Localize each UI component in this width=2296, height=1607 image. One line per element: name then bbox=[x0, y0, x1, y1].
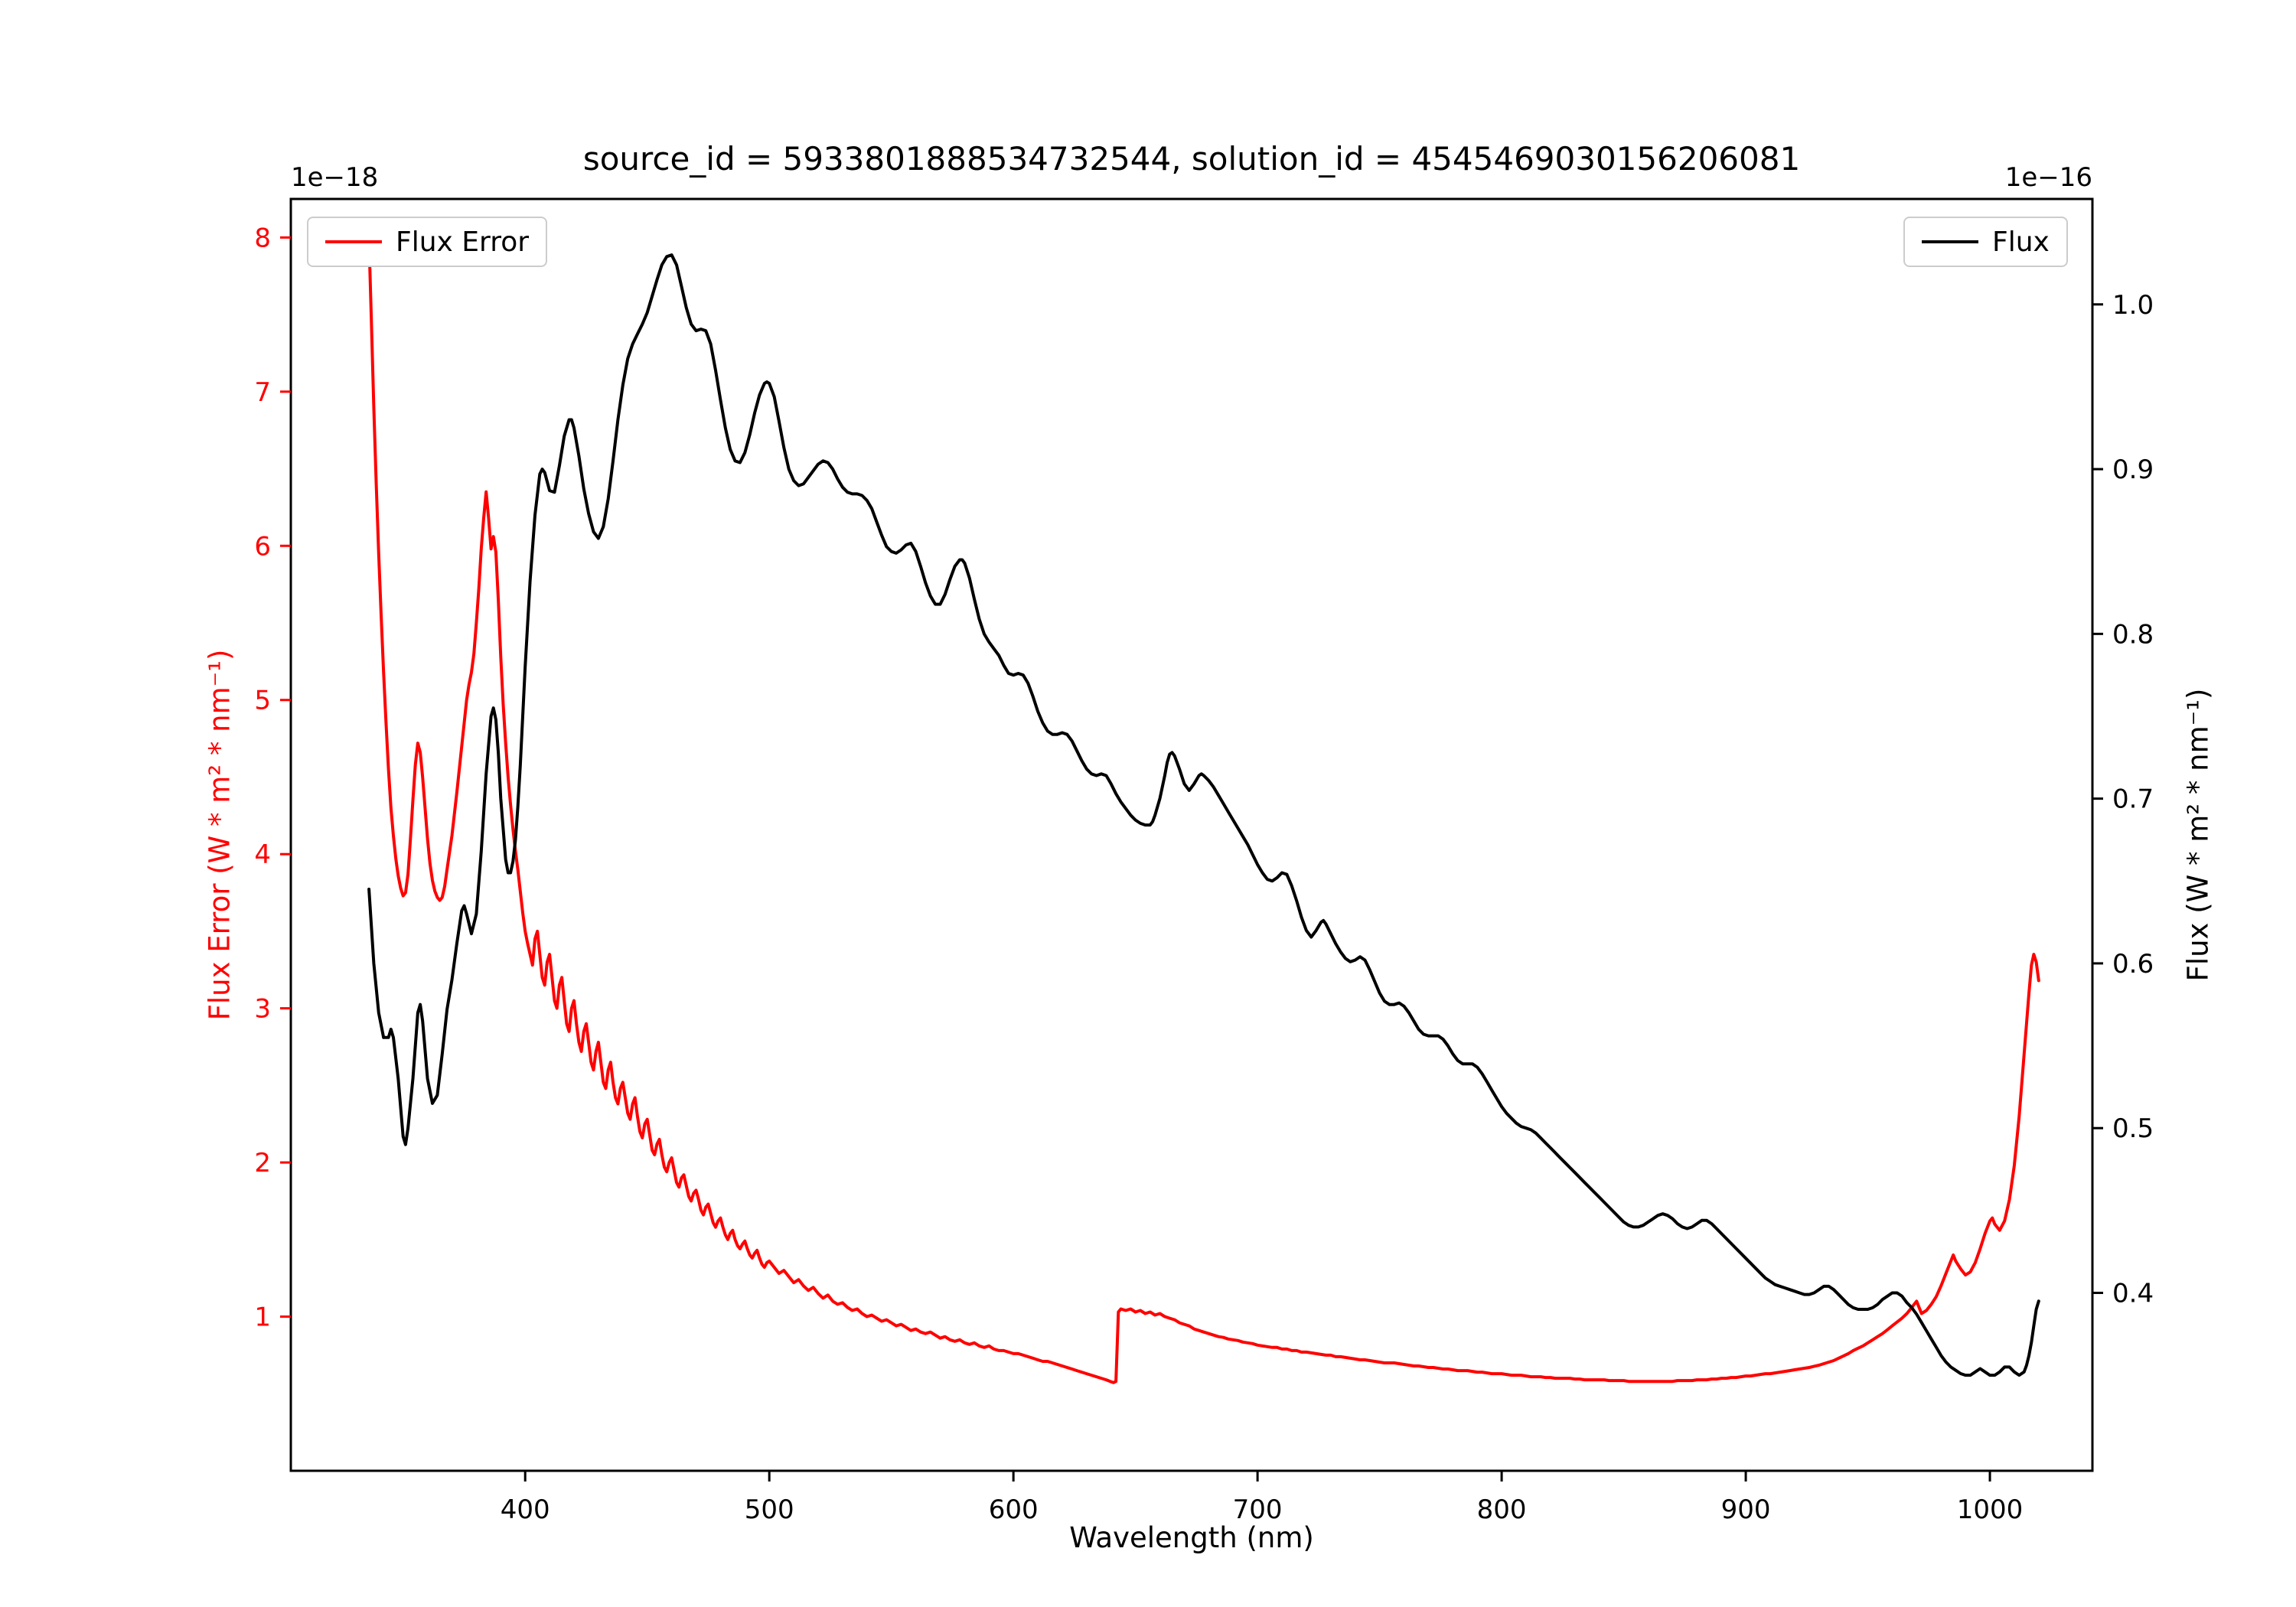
right-y-tick-label: 0.5 bbox=[2112, 1113, 2154, 1144]
legend-flux: Flux bbox=[1903, 217, 2068, 267]
right-y-tick-label: 0.7 bbox=[2112, 784, 2154, 815]
x-tick-label: 700 bbox=[1233, 1495, 1283, 1525]
left-axis-offset-text: 1e−18 bbox=[291, 162, 379, 193]
legend-flux-error-label: Flux Error bbox=[396, 226, 530, 258]
curves-layer bbox=[367, 236, 2040, 1384]
left-y-tick-label: 7 bbox=[254, 377, 271, 408]
flux-error-line-sample bbox=[325, 240, 382, 243]
x-tick-label: 900 bbox=[1721, 1495, 1771, 1525]
left-y-tick-label: 5 bbox=[254, 686, 271, 716]
right-y-tick-label: 0.6 bbox=[2112, 949, 2154, 980]
left-y-tick-label: 2 bbox=[254, 1148, 271, 1178]
axes-spines bbox=[289, 197, 2094, 1472]
x-tick-label: 600 bbox=[989, 1495, 1039, 1525]
right-axis-label: Flux (W * m² * nm⁻¹) bbox=[2181, 688, 2215, 982]
left-y-tick-label: 1 bbox=[254, 1302, 271, 1333]
x-tick-label: 1000 bbox=[1957, 1495, 2024, 1525]
left-y-tick-label: 6 bbox=[254, 531, 271, 562]
flux-line-sample bbox=[1922, 240, 1978, 243]
legend-flux-label: Flux bbox=[1992, 226, 2050, 258]
axes-layer: 400 500 600 700 800 900 1000 1 2 3 4 5 6 7 8 0.4 0.5 0.6 0… bbox=[254, 197, 2154, 1525]
chart-title: source_id = 5933801888534732544, solutio… bbox=[582, 140, 1801, 178]
right-axis-offset-text: 1e−16 bbox=[2004, 162, 2092, 193]
x-tick-label: 400 bbox=[501, 1495, 550, 1525]
flux-curve bbox=[367, 253, 2040, 1377]
legend-flux-error: Flux Error bbox=[307, 217, 548, 267]
right-y-tick-label: 0.8 bbox=[2112, 619, 2154, 650]
x-axis-label: Wavelength (nm) bbox=[1069, 1521, 1314, 1554]
left-axis-label: Flux Error (W * m² * nm⁻¹) bbox=[203, 649, 236, 1021]
left-y-tick-label: 3 bbox=[254, 994, 271, 1025]
right-y-tick-label: 0.9 bbox=[2112, 455, 2154, 485]
left-y-tick-label: 4 bbox=[254, 839, 271, 870]
right-y-tick-label: 0.4 bbox=[2112, 1278, 2154, 1309]
flux-error-curve bbox=[367, 236, 2040, 1384]
x-tick-label: 800 bbox=[1477, 1495, 1527, 1525]
x-tick-label: 500 bbox=[745, 1495, 794, 1525]
left-y-tick-label: 8 bbox=[254, 223, 271, 253]
right-y-tick-label: 1.0 bbox=[2112, 290, 2154, 321]
